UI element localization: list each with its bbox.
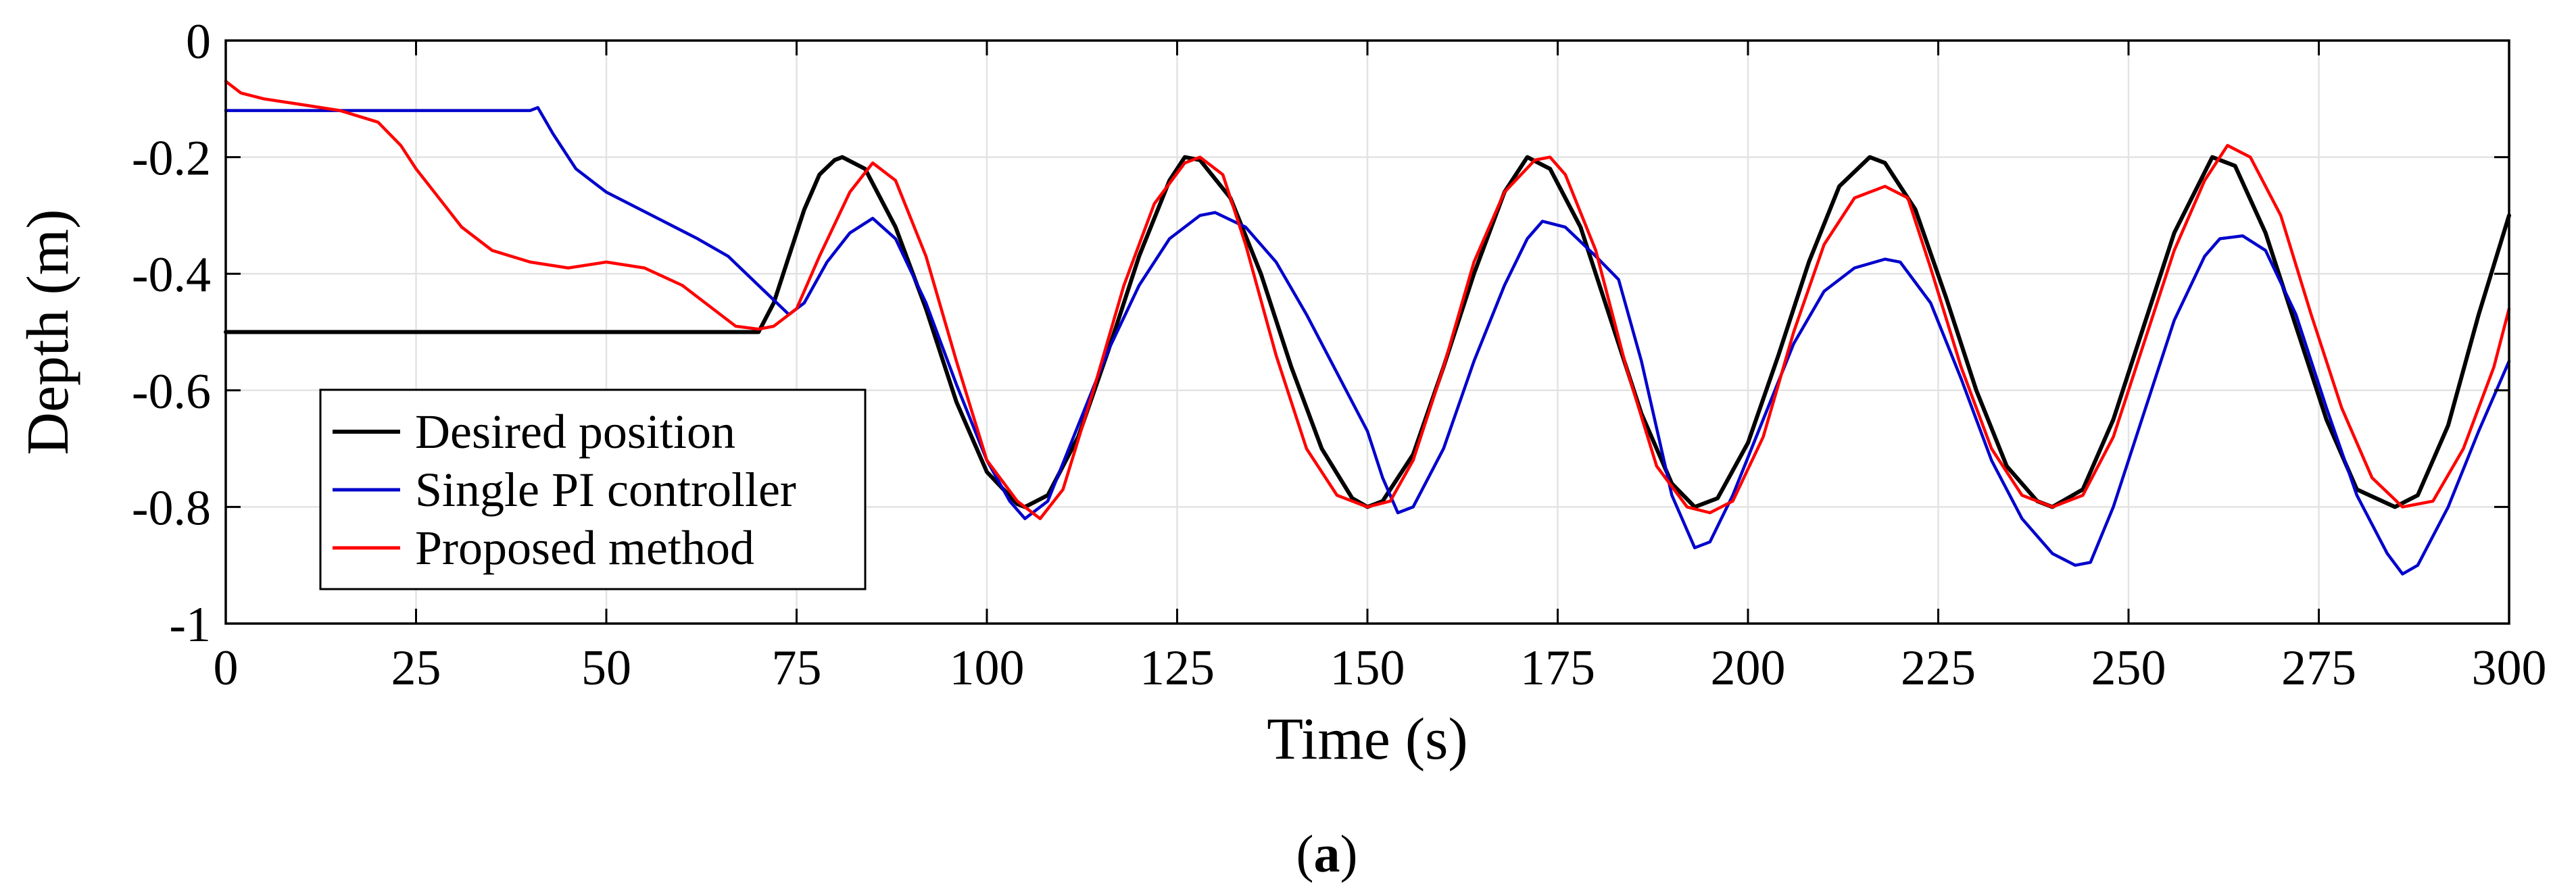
x-tick-label: 75 bbox=[772, 640, 822, 696]
x-tick-label: 300 bbox=[2472, 640, 2547, 696]
caption-letter: a bbox=[1314, 824, 1340, 883]
y-tick-label: -0.2 bbox=[132, 131, 211, 186]
y-tick-label: -0.4 bbox=[132, 247, 211, 303]
legend-label-proposed-method: Proposed method bbox=[415, 521, 754, 575]
x-tick-label: 50 bbox=[581, 640, 631, 696]
series-line-desired-position bbox=[224, 155, 2511, 509]
series-line-proposed-method bbox=[224, 80, 2511, 520]
x-tick-label: 175 bbox=[1520, 640, 1595, 696]
x-tick-label: 200 bbox=[1711, 640, 1786, 696]
series-layer bbox=[224, 80, 2511, 576]
y-tick-label: -0.6 bbox=[132, 364, 211, 420]
x-tick-label: 0 bbox=[214, 640, 239, 696]
legend-label-desired-position: Desired position bbox=[415, 405, 735, 459]
x-tick-label: 25 bbox=[391, 640, 441, 696]
x-tick-label: 150 bbox=[1330, 640, 1405, 696]
caption-close-paren: ) bbox=[1340, 824, 1358, 883]
x-tick-label: 225 bbox=[1901, 640, 1976, 696]
legend-box bbox=[319, 388, 867, 590]
y-tick-label: -1 bbox=[169, 597, 211, 653]
caption-open-paren: ( bbox=[1296, 824, 1314, 883]
y-tick-label: -0.8 bbox=[132, 480, 211, 536]
series-line-single-pi-controller bbox=[224, 105, 2511, 576]
y-axis-label: Depth (m) bbox=[16, 209, 81, 455]
x-tick-label: 250 bbox=[2091, 640, 2166, 696]
tick-labels: 0 25 50 75 100 125 150 175 200 225 250 275 300 0 -0.2 -… bbox=[132, 14, 2547, 696]
y-tick-label: 0 bbox=[186, 14, 211, 70]
x-axis-label: Time (s) bbox=[1267, 707, 1467, 772]
legend-label-single-pi-controller: Single PI controller bbox=[415, 463, 796, 517]
figure-caption: (a) bbox=[1296, 824, 1358, 883]
x-tick-label: 100 bbox=[950, 640, 1025, 696]
ticks bbox=[224, 39, 2510, 625]
x-tick-label: 275 bbox=[2281, 640, 2356, 696]
x-tick-label: 125 bbox=[1140, 640, 1215, 696]
